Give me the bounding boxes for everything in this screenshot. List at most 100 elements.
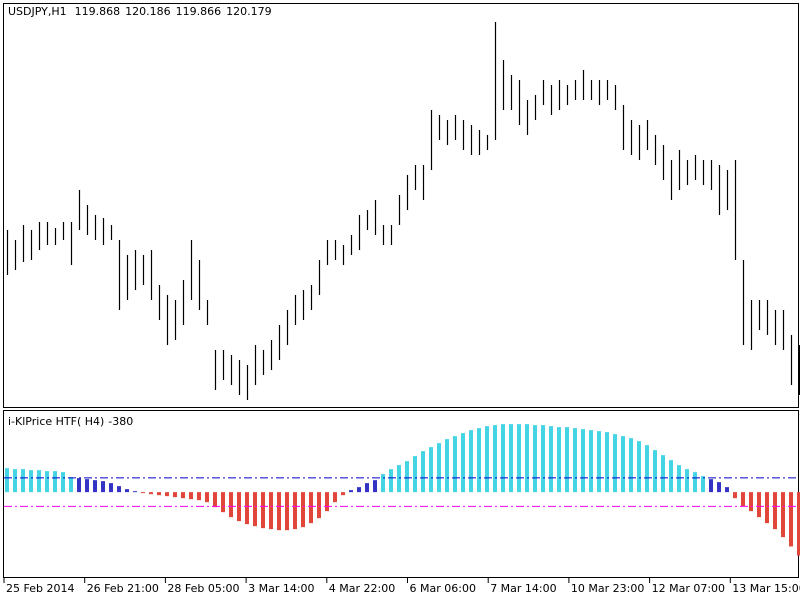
histogram-bar [317,492,321,519]
histogram-bar [229,492,233,518]
histogram-bar [597,431,601,493]
histogram-bar [733,492,737,499]
histogram-bar [389,469,393,493]
histogram-bar [661,455,665,493]
histogram-bar [117,486,121,493]
histogram-bar [197,492,201,501]
histogram-bar [365,483,369,493]
x-tick-label: 7 Mar 14:00 [490,582,556,595]
histogram-bar [717,482,721,493]
histogram-bar [189,492,193,500]
x-tick-label: 6 Mar 06:00 [410,582,476,595]
histogram-bar [677,465,681,493]
header-value: 120.186 [125,5,171,18]
histogram-bar [413,456,417,493]
histogram-bar [53,471,57,493]
histogram-bar [125,489,129,493]
histogram-bar [501,424,505,493]
histogram-bar [221,492,225,513]
x-tick-label: 10 Mar 23:00 [571,582,644,595]
histogram-bar [509,424,513,493]
x-tick-label: 13 Mar 15:00 [732,582,800,595]
indicator-panel [3,410,799,578]
histogram-bar [461,433,465,493]
histogram-bar [357,487,361,493]
histogram-bar [781,492,785,538]
histogram-bar [205,492,209,503]
histogram-bar [397,465,401,493]
histogram-bar [525,424,529,493]
histogram-bar [773,492,777,530]
histogram-bar [741,492,745,507]
histogram-bar [13,469,17,493]
x-tick-label: 25 Feb 2014 [6,582,74,595]
histogram-bar [645,445,649,493]
histogram-bar [709,479,713,493]
histogram-bar [165,492,169,497]
histogram-bar [757,492,761,518]
histogram-bar [653,450,657,493]
histogram-bar [789,492,793,547]
histogram-bar [749,492,753,512]
histogram-bar [341,492,345,496]
histogram-bar [437,443,441,493]
histogram-bar [101,481,105,493]
histogram-bar [301,492,305,528]
histogram-bar [573,428,577,493]
histogram-bar [325,492,329,512]
header-value: 120.179 [226,5,272,18]
histogram-bar [549,426,553,493]
histogram-bar [77,478,81,493]
histogram-bar [797,492,800,556]
symbol-title: USDJPY,H1 [8,5,67,18]
histogram-bar [333,492,337,503]
histogram-bar [493,425,497,493]
indicator-value: -380 [108,415,133,428]
x-tick-label: 26 Feb 21:00 [87,582,159,595]
indicator-title: i-KlPrice HTF( H4) [8,415,104,428]
histogram-bar [157,492,161,496]
histogram-bar [109,483,113,493]
histogram-bar [533,425,537,493]
x-tick-label: 28 Feb 05:00 [167,582,239,595]
histogram-bar [45,471,49,493]
histogram-bar [21,469,25,493]
histogram-bar [693,472,697,493]
histogram-bar [277,492,281,531]
histogram-bar [485,426,489,493]
histogram-bar [133,491,137,493]
histogram-bar [421,451,425,493]
histogram-bar [349,490,353,493]
histogram-bar [5,468,9,493]
x-tick-label: 4 Mar 22:00 [329,582,395,595]
x-tick-label: 3 Mar 14:00 [248,582,314,595]
histogram-bar [765,492,769,524]
histogram-bar [309,492,313,524]
histogram-bar [69,477,73,493]
histogram-bar [61,472,65,493]
histogram-bar [629,438,633,493]
histogram-bar [261,492,265,529]
histogram-bar [85,479,89,493]
histogram-bar [637,441,641,493]
histogram-bar [181,492,185,499]
histogram-bar [381,474,385,493]
price-header: USDJPY,H1 119.868 120.186 119.866 120.179 [8,5,272,18]
histogram-bar [701,476,705,493]
histogram-bar [605,432,609,493]
histogram-bar [565,427,569,493]
histogram-bar [293,492,297,530]
histogram-bar [141,492,145,494]
histogram-bar [213,492,217,508]
histogram-bar [725,487,729,493]
histogram-bar [541,425,545,493]
histogram-bar [373,480,377,493]
histogram-bar [557,427,561,493]
histogram-bar [429,447,433,493]
histogram-bar [253,492,257,527]
histogram-bar [173,492,177,498]
histogram-bar [37,470,41,493]
histogram-bar [405,461,409,493]
histogram-bar [245,492,249,525]
